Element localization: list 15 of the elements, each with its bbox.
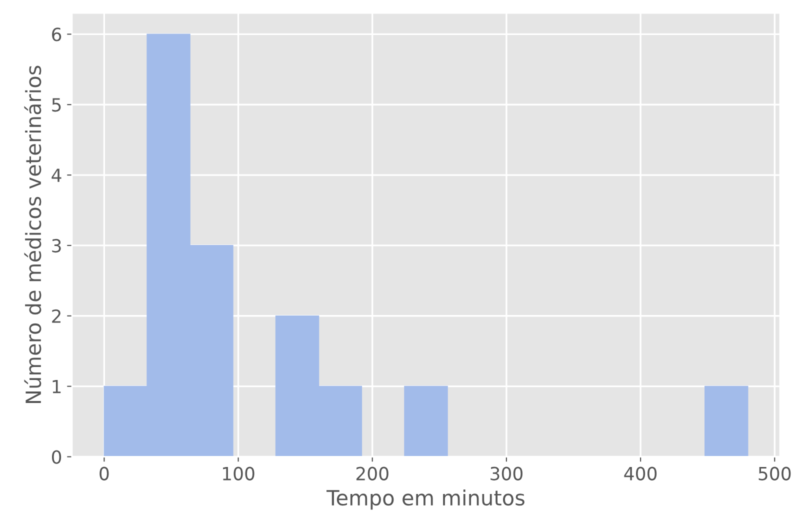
x-tick-label: 0 — [100, 466, 109, 480]
y-tick-label: 1 — [52, 380, 61, 394]
y-tick-label: 3 — [52, 238, 61, 253]
y-tick-label: 2 — [52, 309, 60, 323]
x-tick-label: 100 — [223, 466, 254, 480]
y-tick-label: 0 — [52, 450, 62, 464]
x-tick-label: 400 — [624, 466, 657, 480]
y-tick-label: 4 — [52, 168, 62, 182]
y-tick-label: 5 — [52, 98, 61, 112]
y-axis-title: Número de médicos veterinários — [24, 66, 42, 403]
x-tick-label: 500 — [758, 466, 791, 480]
y-tick-label: 6 — [52, 28, 62, 42]
x-tick-label: 200 — [356, 466, 388, 480]
x-tick-label: 300 — [490, 466, 522, 480]
x-axis-title: Tempo em minutos — [326, 490, 524, 510]
